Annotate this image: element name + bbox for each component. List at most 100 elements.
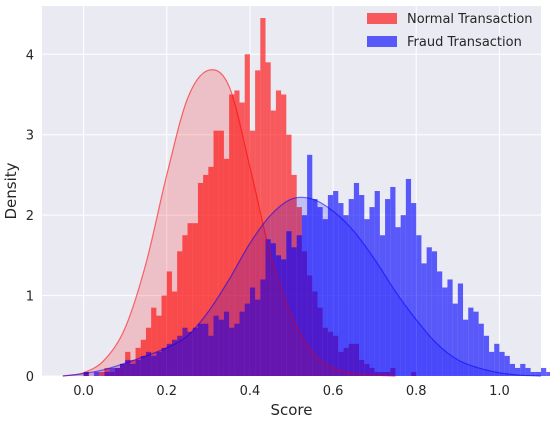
bar-normal: [182, 235, 188, 376]
bar-fraud: [411, 203, 417, 376]
bar-fraud: [333, 191, 339, 376]
legend-label-normal: Normal Transaction: [407, 12, 533, 27]
bar-fraud: [213, 315, 219, 376]
bar-normal: [187, 223, 193, 376]
x-tick-label: 0.8: [406, 384, 427, 399]
bar-fraud: [530, 371, 536, 376]
bar-fraud: [431, 251, 438, 376]
y-tick-label: 4: [26, 48, 34, 63]
bar-fraud: [135, 359, 141, 376]
bar-normal: [223, 158, 230, 376]
bar-fraud: [421, 263, 427, 376]
x-tick-label: 0.4: [240, 384, 261, 399]
x-tick-labels: 0.0 0.2 0.4 0.6 0.8 1.0: [73, 384, 510, 399]
bar-fraud: [338, 203, 344, 376]
bar-fraud: [104, 371, 110, 376]
bar-fraud: [535, 371, 541, 376]
bar-normal: [213, 130, 219, 376]
bar-normal: [99, 371, 105, 376]
bar-fraud: [426, 247, 432, 376]
bar-normal: [156, 315, 162, 376]
bar-fraud: [218, 319, 224, 376]
bar-fraud: [379, 235, 386, 376]
kde-line-normal: [62, 69, 396, 377]
bar-fraud: [244, 303, 250, 376]
bar-fraud: [343, 215, 349, 376]
bar-fraud: [161, 347, 167, 376]
bar-fraud: [177, 335, 183, 376]
x-tick-label: 0.6: [323, 384, 344, 399]
bar-normal: [239, 102, 245, 377]
kde-area-normal: [62, 69, 396, 376]
bar-fraud: [197, 323, 204, 376]
y-tick-label: 1: [26, 290, 34, 305]
y-tick-label: 2: [26, 209, 34, 224]
bar-normal: [249, 130, 256, 376]
bar-fraud: [400, 215, 406, 376]
bar-fraud: [93, 371, 100, 376]
bar-fraud: [395, 227, 401, 376]
bar-fraud: [286, 231, 292, 376]
bar-fraud: [437, 271, 443, 376]
bar-fraud: [452, 303, 458, 376]
bar-fraud: [156, 351, 162, 376]
bar-fraud: [255, 299, 261, 376]
bar-fraud: [359, 195, 365, 376]
bar-fraud: [187, 331, 193, 376]
y-tick-label: 0: [26, 370, 34, 385]
bar-fraud: [520, 363, 526, 376]
x-tick-label: 0.0: [73, 384, 94, 399]
bar-fraud: [260, 279, 266, 376]
bar-fraud: [546, 371, 550, 376]
bar-fraud: [151, 355, 157, 376]
bar-fraud: [109, 367, 115, 376]
kde-curves: [62, 69, 542, 377]
bar-fraud: [504, 355, 510, 376]
bar-fraud: [119, 363, 126, 376]
bar-fraud: [229, 327, 235, 376]
bar-fraud: [203, 323, 209, 376]
bar-fraud: [327, 195, 334, 376]
bar-fraud: [208, 335, 214, 376]
bar-fraud: [390, 186, 396, 376]
legend: Normal Transaction Fraud Transaction: [367, 12, 533, 50]
bar-normal: [218, 130, 224, 376]
bar-fraud: [291, 247, 297, 376]
bar-fraud: [182, 327, 188, 376]
kde-line-fraud: [62, 196, 542, 377]
bar-normal: [244, 54, 250, 377]
bar-normal: [255, 70, 261, 376]
bar-fraud: [374, 191, 380, 376]
bar-fraud: [499, 351, 505, 376]
bar-fraud: [442, 287, 448, 376]
y-axis-label: Density: [2, 162, 20, 219]
bar-fraud: [515, 367, 521, 376]
bar-fraud: [265, 239, 271, 376]
bar-normal: [151, 307, 157, 376]
bar-fraud: [494, 343, 500, 376]
bar-fraud: [509, 363, 516, 376]
x-tick-label: 0.2: [156, 384, 177, 399]
bar-normal: [197, 182, 204, 376]
bar-fraud: [83, 371, 89, 376]
bar-fraud: [296, 235, 302, 376]
bar-fraud: [525, 367, 531, 376]
legend-label-fraud: Fraud Transaction: [407, 35, 522, 50]
bar-normal: [275, 90, 282, 377]
bar-fraud: [281, 259, 287, 376]
bar-fraud: [348, 199, 354, 376]
bar-fraud: [468, 307, 474, 376]
bar-fraud: [140, 355, 146, 376]
bar-normal: [166, 271, 172, 376]
x-axis-label: Score: [270, 401, 312, 419]
bar-fraud: [473, 311, 479, 376]
bar-fraud: [166, 343, 172, 376]
kde-area-fraud: [62, 197, 542, 376]
bar-normal: [177, 251, 183, 376]
bar-fraud: [114, 367, 120, 376]
bar-fraud: [307, 154, 313, 376]
bar-normal: [161, 295, 167, 376]
bar-fraud: [369, 207, 375, 376]
bar-normal: [229, 94, 235, 376]
